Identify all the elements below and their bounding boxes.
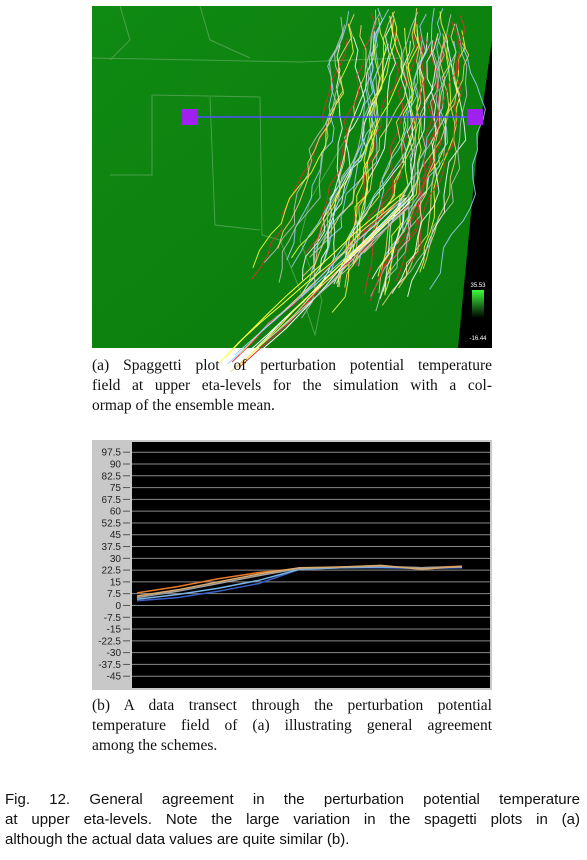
spaghetti-line [238, 206, 401, 368]
spaghetti-line [240, 201, 411, 368]
y-tick-label: 37.5 [102, 542, 122, 553]
spaghetti-line [277, 14, 355, 249]
spaghetti-line [252, 23, 354, 268]
spaghetti-line [429, 46, 486, 290]
spaghetti-line [396, 23, 468, 286]
caption-line: although the actual data values are quit… [5, 831, 350, 848]
spaghetti-line [234, 197, 406, 356]
y-tick-label: -45 [107, 672, 122, 683]
spaghetti-line [352, 17, 420, 267]
y-tick-label: -7.5 [104, 613, 122, 624]
spaghetti-line [379, 33, 439, 299]
caption-line: (a) Spaggetti plot of perturbation poten… [92, 357, 492, 374]
spaghetti-line [384, 8, 444, 257]
spaghetti-line [242, 206, 409, 362]
caption-line: (b) A data transect through the perturba… [92, 697, 492, 714]
spaghetti-line [390, 40, 457, 266]
caption-line: Fig. 12. General agreement in the pertur… [5, 791, 580, 808]
spaghetti-line [332, 19, 403, 282]
spaghetti-line [251, 38, 348, 280]
y-tick-label: 30 [110, 554, 122, 565]
y-tick-label: 60 [110, 507, 122, 518]
y-tick-label: -15 [107, 625, 122, 636]
y-tick-label: -30 [107, 648, 122, 659]
spaghetti-line [312, 11, 396, 270]
y-tick-label: 67.5 [102, 495, 122, 506]
spaghetti-line [263, 16, 344, 264]
spaghetti-line [306, 36, 366, 301]
caption-line: field at upper eta-levels for the simula… [92, 377, 492, 394]
spaghetti-line [352, 8, 418, 264]
spaghetti-line [278, 24, 346, 283]
y-tick-label: 22.5 [102, 566, 122, 577]
map-image [91, 5, 492, 373]
caption-line: ormap of the ensemble mean. [92, 397, 275, 414]
caption-line: among the schemes. [92, 737, 218, 754]
colorbar-min: -16.44 [469, 336, 487, 342]
spaghetti-line [382, 40, 423, 292]
spaghetti-line [371, 32, 429, 280]
spaghetti-line [244, 197, 407, 360]
spaghetti-line [407, 40, 467, 297]
y-tick-label: 75 [110, 483, 122, 494]
spaghetti-line [329, 13, 427, 275]
y-tick-label: 7.5 [107, 589, 121, 600]
spaghetti-line [364, 36, 438, 295]
caption-line: temperature field of (a) illustrating ge… [92, 717, 492, 734]
y-tick-label: 15 [110, 577, 122, 588]
spaghetti-line [419, 30, 466, 273]
colorbar-max: 35.53 [470, 283, 486, 289]
spaghetti-line [378, 33, 451, 294]
spaghetti-line [314, 8, 390, 253]
spaghetti-line [224, 193, 403, 358]
spaghetti-line [309, 12, 381, 258]
caption-line: at upper eta-levels. Note the large vari… [5, 811, 580, 828]
spaghetti-line [337, 15, 397, 288]
spaghetti-line [304, 12, 377, 255]
y-tick-label: 52.5 [102, 518, 122, 529]
y-tick-label: 97.5 [102, 448, 122, 459]
y-tick-label: 90 [110, 460, 122, 471]
spaghetti-line [375, 38, 445, 312]
y-tick-label: -22.5 [98, 636, 121, 647]
spaghetti-line [300, 44, 343, 297]
spaghetti-line [391, 40, 440, 294]
spaghetti-line [290, 8, 383, 268]
spaghetti-line [333, 40, 413, 285]
data-line [136, 564, 463, 597]
y-tick-label: -37.5 [98, 660, 121, 671]
y-tick-label: 0 [115, 601, 121, 612]
transect-chart: 97.59082.57567.56052.54537.53022.5157.50… [92, 440, 492, 690]
y-tick-label: 45 [110, 530, 122, 541]
y-tick-label: 82.5 [102, 471, 122, 482]
